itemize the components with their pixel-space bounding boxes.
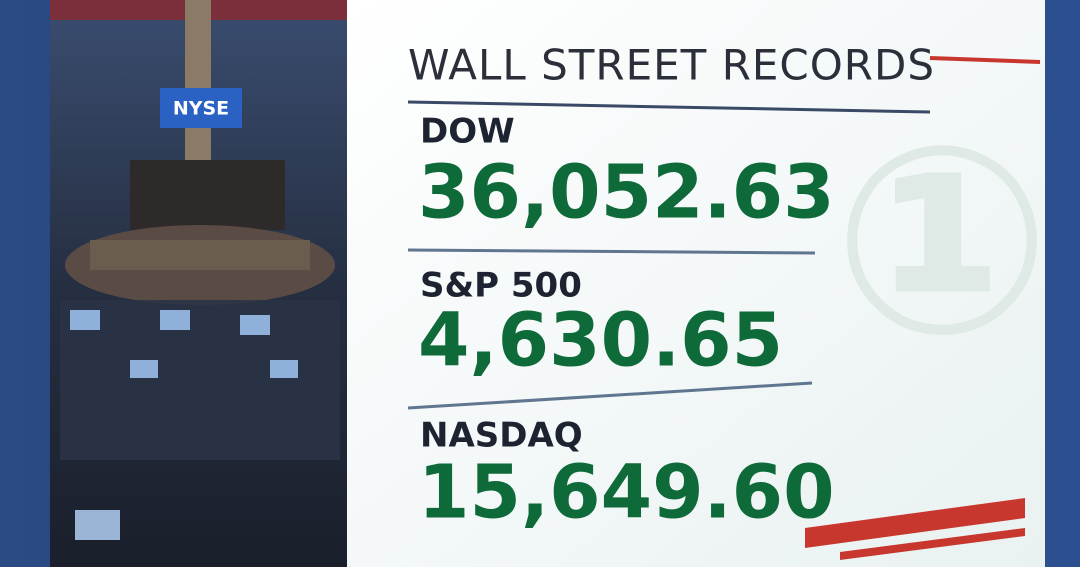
index-value: 36,052.63 — [418, 150, 835, 236]
index-value: 4,630.65 — [418, 298, 783, 384]
divider — [407, 248, 816, 255]
right-edge — [1045, 0, 1080, 567]
accent-bar — [805, 498, 1025, 548]
graphic-panel — [347, 0, 1045, 567]
index-label: S&P 500 — [420, 266, 582, 306]
trading-floor-photo: NYSE — [50, 0, 347, 567]
index-value: 15,649.60 — [418, 450, 835, 536]
index-label: DOW — [420, 112, 515, 152]
watermark-shape: ① — [832, 91, 1052, 393]
divider — [407, 381, 813, 410]
nyse-sign: NYSE — [173, 98, 229, 120]
title-underline — [407, 100, 931, 114]
title: WALL STREET RECORDS — [408, 41, 935, 90]
index-label: NASDAQ — [420, 416, 583, 456]
accent-bar — [840, 528, 1025, 560]
accent-line — [929, 56, 1041, 64]
